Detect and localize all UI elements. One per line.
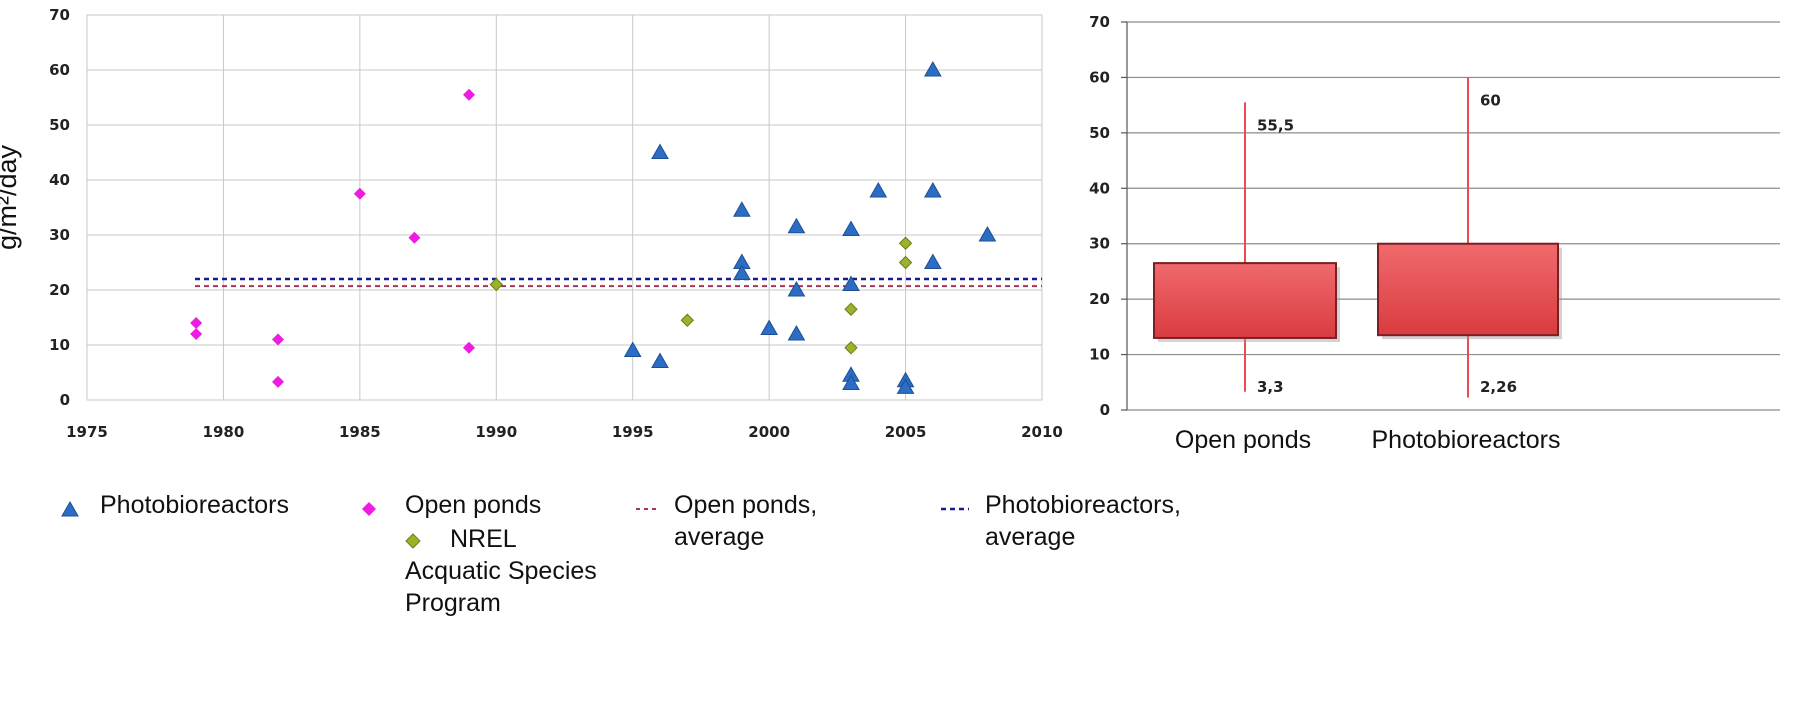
legend-label-line2: average (674, 523, 765, 551)
scatter-chart: 1975 1980 1985 1990 1995 2000 2005 2010 0 10 20 30 4… (0, 6, 1063, 441)
data-point (978, 225, 997, 242)
max-value-label: 55,5 (1257, 116, 1294, 134)
data-point (844, 302, 858, 316)
data-point (923, 181, 942, 198)
plot-area (86, 14, 1043, 401)
box-shadow (1382, 247, 1562, 340)
box-shadow (1158, 267, 1340, 342)
y-tick-label: 60 (1089, 68, 1110, 86)
data-point (898, 255, 913, 270)
category-label: Open ponds (1175, 426, 1311, 454)
data-point (787, 280, 806, 297)
data-point (787, 217, 806, 234)
box (1377, 242, 1559, 337)
data-point (463, 341, 475, 354)
x-tick-label: 1980 (203, 423, 245, 441)
dashed-line-icon (636, 508, 658, 510)
diamond-marker-icon (362, 502, 376, 516)
y-tick-label: 20 (1089, 290, 1110, 308)
data-point (898, 236, 913, 250)
min-value-label: 2,26 (1480, 378, 1517, 396)
legend-label: Open ponds (405, 491, 542, 519)
data-point (353, 187, 366, 200)
data-point (463, 88, 475, 101)
triangle-marker-icon (61, 500, 79, 517)
data-point (190, 317, 203, 329)
y-tick-label: 10 (49, 336, 70, 354)
max-value-label: 60 (1480, 91, 1501, 109)
data-point (842, 220, 860, 236)
legend-label-line2: Acquatic Species (405, 557, 597, 585)
dashed-line-icon (941, 507, 969, 511)
data-point (844, 341, 858, 355)
data-point (732, 264, 751, 280)
legend-item-nrel: NREL Acquatic Species Program (360, 524, 600, 624)
y-tick-label: 50 (49, 116, 70, 134)
x-tick-label: 1975 (66, 423, 108, 441)
y-tick-label: 0 (1100, 401, 1110, 419)
legend-label: Photobioreactors, (985, 491, 1181, 519)
legend-label-line3: Program (405, 589, 501, 617)
y-tick-label: 30 (49, 226, 70, 244)
y-tick-label: 0 (60, 391, 70, 409)
data-point (923, 253, 942, 269)
y-tick-label: 10 (1089, 346, 1110, 364)
data-point (842, 275, 860, 291)
data-point (651, 143, 669, 159)
x-tick-label: 2005 (885, 423, 927, 441)
legend-label: NREL (450, 525, 517, 553)
data-point (842, 374, 860, 390)
min-value-label: 3,3 (1257, 378, 1284, 396)
x-tick-label: 1995 (612, 423, 654, 441)
data-point (408, 231, 421, 244)
x-tick-label: 2000 (748, 423, 790, 441)
x-tick-label: 1990 (475, 423, 517, 441)
y-axis-label: g/m²/day (0, 144, 22, 250)
data-point (651, 352, 669, 368)
data-point (896, 378, 915, 394)
data-point (272, 375, 284, 388)
data-point (190, 328, 203, 340)
y-tick-label: 40 (1089, 179, 1110, 197)
data-point (923, 60, 942, 77)
data-point (787, 324, 806, 341)
data-point (732, 201, 751, 217)
y-tick-label: 60 (49, 61, 70, 79)
x-tick-label: 1985 (339, 423, 381, 441)
y-tick-label: 30 (1089, 235, 1110, 253)
legend-label: Photobioreactors (100, 491, 290, 519)
data-point (680, 313, 694, 327)
legend-label-line2: average (985, 523, 1076, 551)
data-point (760, 319, 779, 335)
category-label: Photobioreactors (1371, 426, 1560, 454)
data-point (869, 181, 888, 198)
data-point (489, 277, 503, 292)
legend-item-open-ponds-average: Open ponds, average (635, 490, 895, 560)
y-tick-label: 20 (49, 281, 70, 299)
y-tick-label: 70 (49, 6, 70, 24)
data-point (623, 341, 642, 357)
legend-label: Open ponds, (674, 491, 818, 519)
diamond-marker-icon (405, 533, 421, 549)
box (1153, 262, 1337, 339)
data-point (272, 333, 284, 346)
legend-item-photobioreactors-average: Photobioreactors, average (940, 490, 1220, 560)
y-tick-label: 50 (1089, 124, 1110, 142)
y-tick-label: 70 (1089, 13, 1110, 31)
y-tick-label: 40 (49, 171, 70, 189)
x-tick-label: 2010 (1021, 423, 1063, 441)
